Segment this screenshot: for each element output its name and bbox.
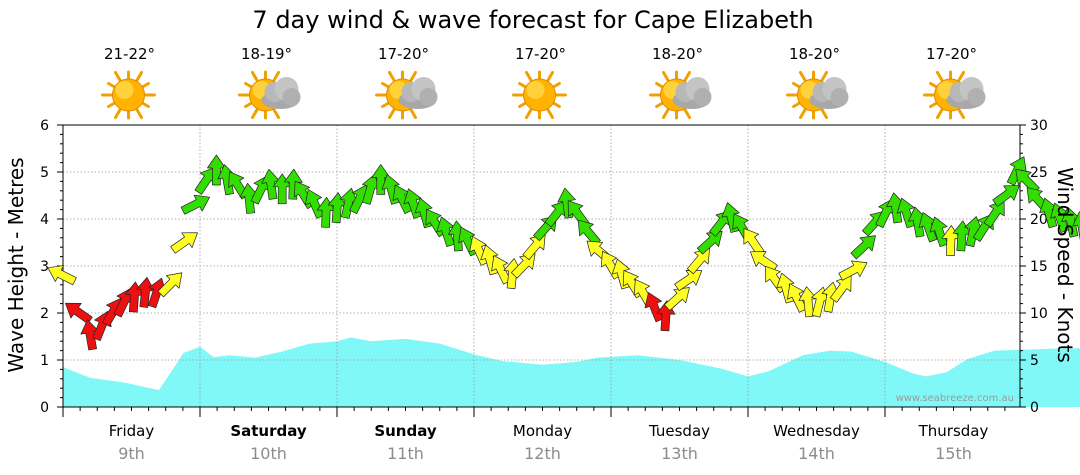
date-label: 15th	[935, 444, 972, 463]
date-label: 11th	[387, 444, 424, 463]
daily-temperature: 17-20°	[515, 45, 566, 63]
wind-arrow	[170, 232, 198, 254]
daily-weather-header: 21-22° 18-19° 17-20° 17-20° 18-20° 18-20° 17-2…	[101, 45, 986, 120]
wind-arrow	[47, 265, 77, 286]
wave-height-area	[63, 337, 1080, 407]
wind-arrow	[674, 270, 703, 292]
daily-temperature: 17-20°	[926, 45, 977, 63]
day-label: Monday	[513, 422, 572, 440]
daily-temperature: 18-20°	[789, 45, 840, 63]
right-tick-label: 15	[1030, 259, 1048, 275]
left-tick-label: 1	[40, 353, 49, 369]
daily-temperature: 17-20°	[378, 45, 429, 63]
partly-cloudy-icon	[923, 70, 986, 120]
wind-arrow	[749, 251, 778, 273]
daily-temperature: 21-22°	[104, 45, 155, 63]
wind-arrow	[157, 272, 183, 298]
site-credit: www.seabreeze.com.au	[896, 393, 1014, 404]
right-tick-label: 30	[1030, 118, 1048, 134]
wind-arrow	[644, 292, 664, 323]
wind-arrow	[838, 260, 868, 281]
wind-arrow	[787, 283, 807, 313]
wind-arrow	[65, 302, 93, 325]
day-label: Tuesday	[648, 422, 710, 440]
left-tick-label: 3	[40, 259, 49, 275]
left-axis-label: Wave Height - Metres	[4, 157, 28, 372]
daily-temperature: 18-19°	[241, 45, 292, 63]
wind-arrow	[696, 230, 723, 255]
chart-title: 7 day wind & wave forecast for Cape Eliz…	[252, 6, 813, 34]
day-label: Thursday	[918, 422, 989, 440]
right-tick-label: 0	[1030, 400, 1039, 416]
partly-cloudy-icon	[375, 70, 438, 120]
partly-cloudy-icon	[238, 70, 301, 120]
date-label: 14th	[798, 444, 835, 463]
partly-cloudy-icon	[786, 70, 849, 120]
left-tick-label: 2	[40, 306, 49, 322]
left-tick-label: 4	[40, 212, 49, 228]
daily-temperature: 18-20°	[652, 45, 703, 63]
date-label: 10th	[250, 444, 287, 463]
day-label: Wednesday	[773, 422, 860, 440]
right-tick-label: 25	[1030, 165, 1048, 181]
wind-arrow	[491, 255, 512, 285]
right-tick-label: 20	[1030, 212, 1048, 228]
wind-arrow	[1072, 211, 1080, 243]
wind-arrow	[850, 235, 876, 260]
wind-arrow	[829, 275, 852, 303]
wind-arrow	[686, 247, 710, 275]
wind-arrow	[664, 287, 690, 311]
left-tick-label: 6	[40, 118, 49, 134]
left-tick-label: 0	[40, 400, 49, 416]
sunny-icon	[101, 70, 156, 120]
wind-arrow	[180, 194, 210, 215]
wind-arrow	[983, 199, 1005, 228]
wind-arrow	[929, 216, 948, 248]
plot-area: 0 1 2 3 4 5 6 0 5 10 15 20 25 30 www.seabreeze.com.au	[40, 118, 1080, 416]
date-label: 13th	[661, 444, 698, 463]
left-tick-label: 5	[40, 165, 49, 181]
right-axis-label: Wind Speed - Knots	[1053, 167, 1077, 363]
right-tick-label: 10	[1030, 306, 1048, 322]
x-axis-day-labels: Friday 9th Saturday 10th Sunday 11th Monday 12t…	[62, 407, 1006, 463]
day-label: Saturday	[230, 422, 307, 440]
partly-cloudy-icon	[649, 70, 712, 120]
sunny-icon	[512, 70, 567, 120]
day-label: Friday	[109, 422, 155, 440]
wind-arrow	[992, 185, 1020, 207]
right-tick-label: 5	[1030, 353, 1039, 369]
wind-arrow	[283, 168, 303, 200]
day-label: Sunday	[374, 422, 437, 440]
date-label: 12th	[524, 444, 561, 463]
wind-arrow	[304, 189, 325, 219]
date-label: 9th	[118, 444, 145, 463]
